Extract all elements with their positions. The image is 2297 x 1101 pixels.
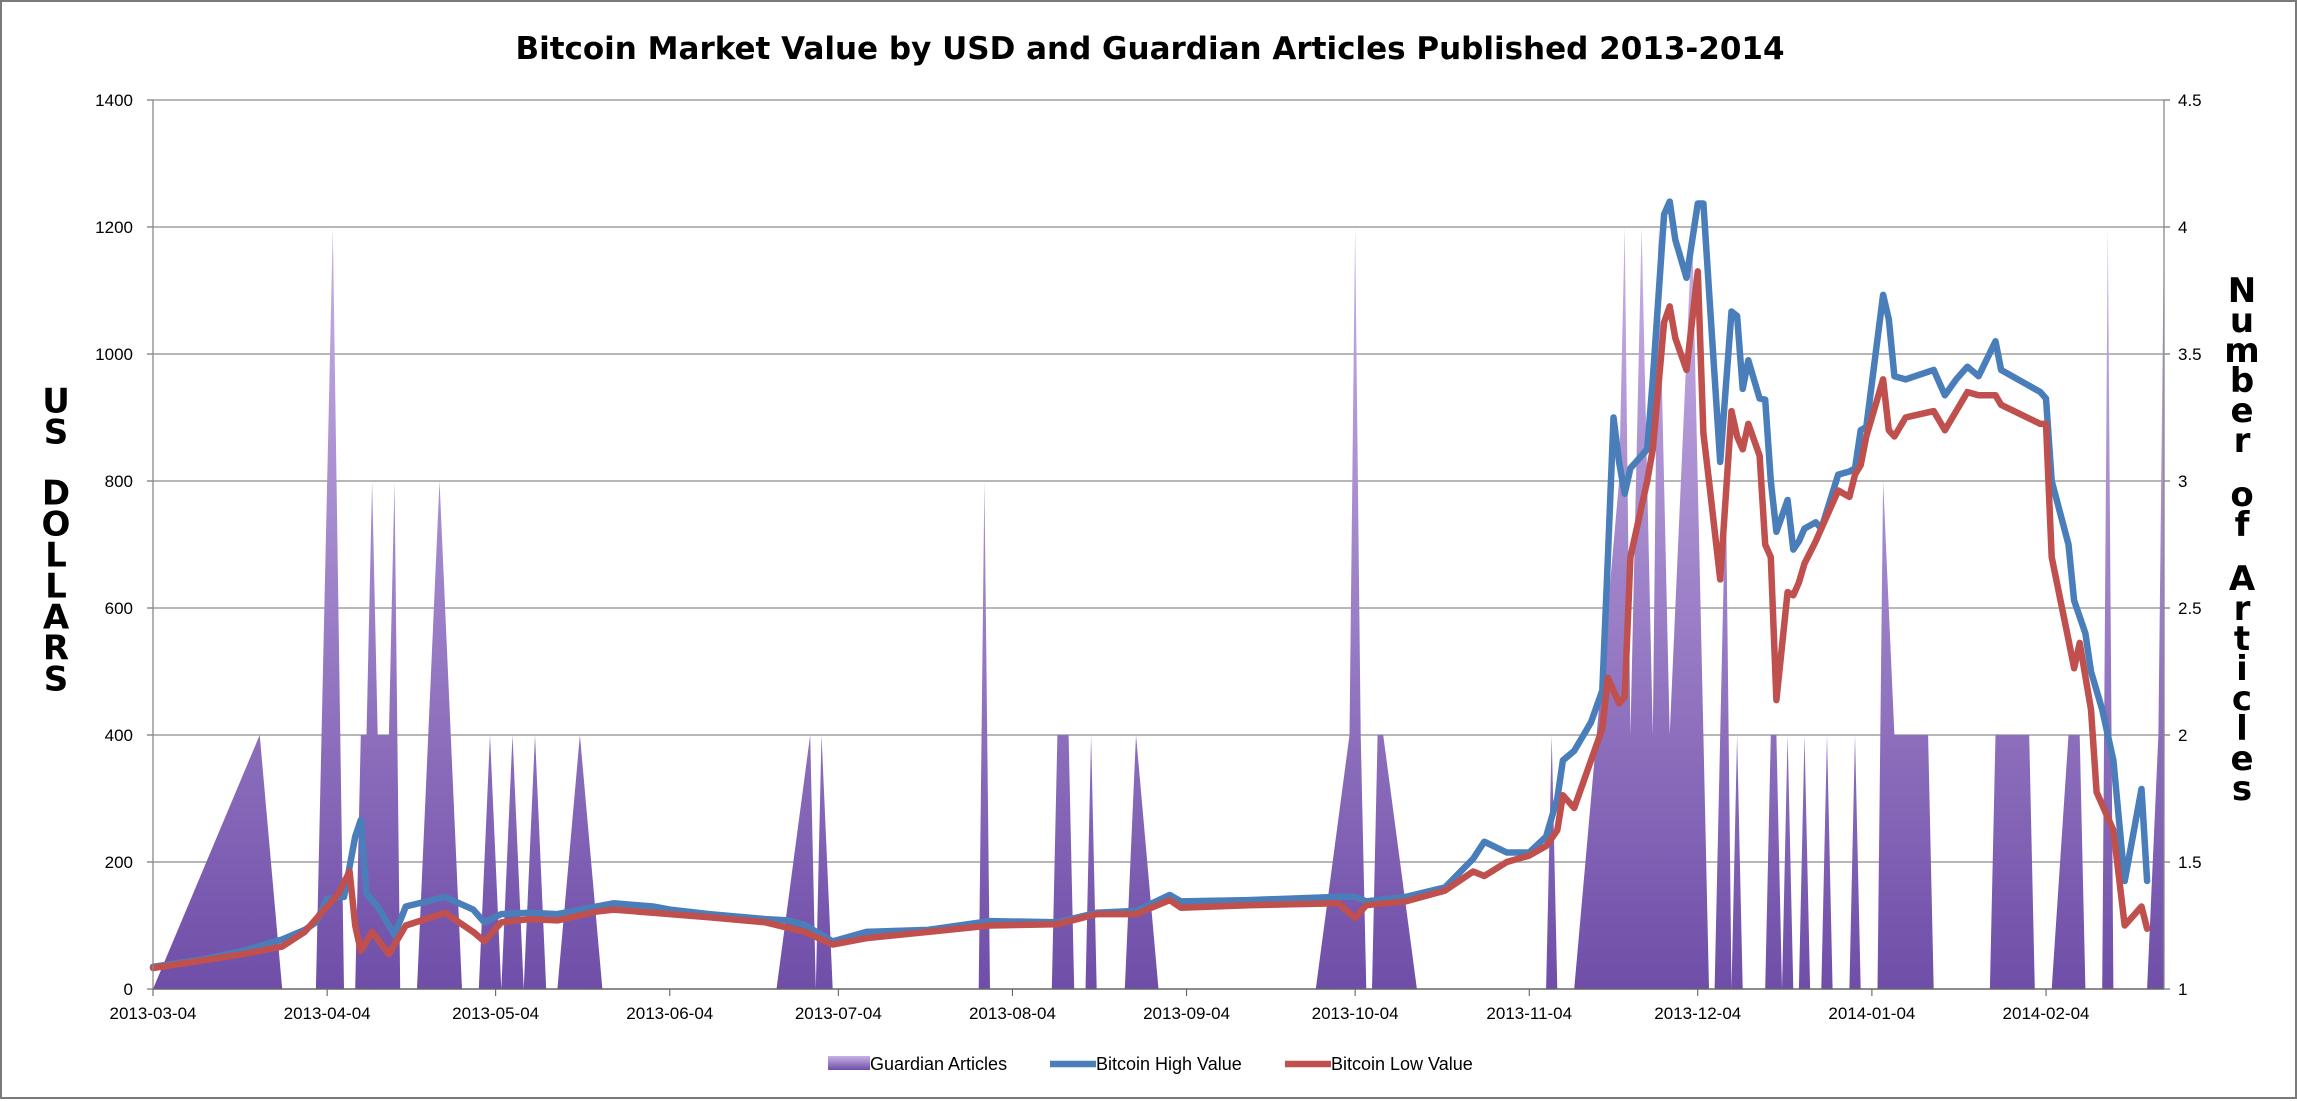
axis-title-letter: f	[2235, 505, 2251, 545]
axis-title-letter: e	[2230, 739, 2253, 779]
legend-label: Bitcoin Low Value	[1331, 1054, 1473, 1074]
axis-title-letter: A	[43, 597, 70, 637]
axis-title-letter: m	[2224, 331, 2259, 371]
y-tick-label: 800	[105, 472, 133, 491]
axis-title-letter: S	[44, 412, 69, 452]
y2-tick-label: 3	[2178, 472, 2187, 491]
axis-title-letter: i	[2236, 649, 2248, 689]
x-tick-label: 2013-05-04	[452, 1004, 539, 1023]
legend-label: Guardian Articles	[870, 1054, 1007, 1074]
area-layer	[153, 227, 2164, 989]
axis-title-letter: D	[42, 473, 70, 513]
y2-tick-label: 1	[2178, 980, 2187, 999]
y-tick-label: 0	[124, 980, 133, 999]
axis-title-letter: L	[45, 535, 67, 575]
axis-title-letter: A	[2229, 559, 2256, 599]
y-tick-label: 400	[105, 726, 133, 745]
x-tick-label: 2013-12-04	[1654, 1004, 1741, 1023]
axis-title-letter: e	[2230, 391, 2253, 431]
axis-title-letter: b	[2230, 361, 2254, 401]
y2-tick-label: 1.5	[2178, 853, 2202, 872]
x-tick-label: 2013-11-04	[1486, 1004, 1572, 1023]
axis-title-letter: S	[44, 659, 69, 699]
axis-title-letter: o	[2230, 475, 2253, 515]
legend: Guardian Articles Bitcoin High Value Bitco…	[828, 1054, 1473, 1074]
axis-title-letter: s	[2232, 769, 2252, 809]
x-tick-label: 2013-04-04	[284, 1004, 371, 1023]
x-tick-label: 2013-03-04	[110, 1004, 197, 1023]
axis-title-letter: R	[43, 628, 69, 668]
bitcoin-low-value-line	[149, 268, 2151, 972]
x-tick-label: 2014-01-04	[1828, 1004, 1915, 1023]
x-tick-label: 2013-09-04	[1143, 1004, 1230, 1023]
y-tick-label: 200	[105, 853, 133, 872]
axes: 0 200 400 600 800 1000 1200 1400 1 1.5 2 2.5 3 3.5 4 4.…	[95, 91, 2201, 1023]
x-tick-label: 2013-10-04	[1312, 1004, 1399, 1023]
y-tick-label: 1400	[95, 91, 133, 110]
y-tick-label: 600	[105, 599, 133, 618]
axis-title-letter: L	[45, 566, 67, 606]
axis-title-letter: O	[42, 504, 71, 544]
legend-swatch-guardian-articles	[828, 1056, 870, 1070]
chart-title: Bitcoin Market Value by USD and Guardian…	[515, 31, 1784, 67]
y-tick-label: 1200	[95, 218, 133, 237]
axis-title-letter: r	[2234, 421, 2251, 461]
y-tick-label: 1000	[95, 345, 133, 364]
y2-tick-label: 2.5	[2178, 599, 2202, 618]
x-tick-label: 2014-02-04	[2003, 1004, 2090, 1023]
axis-title-letter: r	[2234, 589, 2251, 629]
axis-title-letter: l	[2236, 709, 2248, 749]
bitcoin-high-value-line	[149, 198, 2151, 971]
x-tick-label: 2013-08-04	[969, 1004, 1056, 1023]
legend-label: Bitcoin High Value	[1096, 1054, 1242, 1074]
y2-tick-label: 3.5	[2178, 345, 2202, 364]
x-tick-label: 2013-07-04	[795, 1004, 882, 1023]
guardian-articles-area	[153, 227, 2164, 989]
line-layer	[149, 198, 2151, 972]
axis-title-letter: u	[2230, 301, 2254, 341]
axis-title-letter: c	[2232, 679, 2252, 719]
axis-title-letter: U	[42, 381, 70, 421]
y2-tick-label: 4.5	[2178, 91, 2202, 110]
x-tick-label: 2013-06-04	[626, 1004, 713, 1023]
axis-title-letter: N	[2228, 271, 2256, 311]
y2-tick-label: 2	[2178, 726, 2187, 745]
axis-title-letter: t	[2234, 619, 2250, 659]
y2-tick-label: 4	[2178, 218, 2187, 237]
grid	[153, 99, 2164, 863]
